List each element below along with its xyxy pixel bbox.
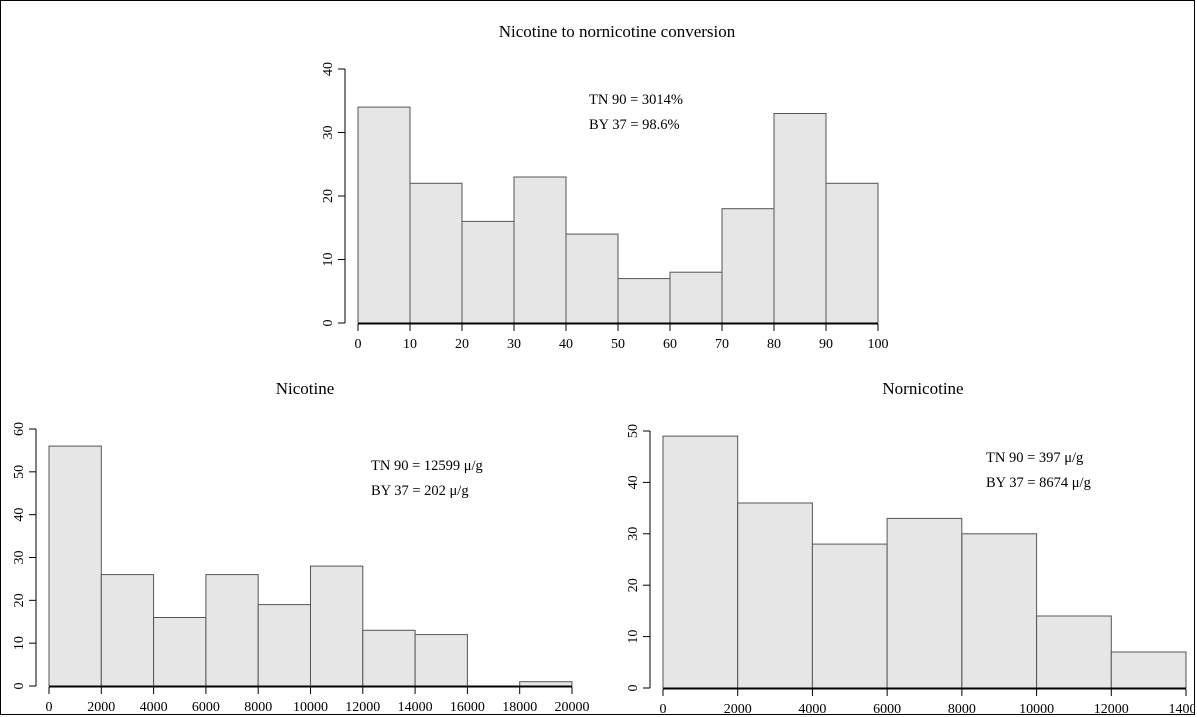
nicotine-x-tick-label-4: 8000 — [244, 700, 272, 715]
nornicotine-y-tick-label-3: 30 — [626, 527, 641, 541]
conversion-y-tick-label-2: 20 — [321, 189, 336, 203]
conversion-x-tick-label-5: 50 — [611, 337, 625, 352]
conversion-title: Nicotine to nornicotine conversion — [499, 22, 736, 41]
nornicotine-bars — [662, 435, 1187, 689]
conversion-bar-9 — [825, 182, 879, 324]
nornicotine-y-tick-label-4: 40 — [626, 475, 641, 489]
nornicotine-annotation-tn90: TN 90 = 397 μ/g — [986, 450, 1083, 466]
conversion-x-tick-label-3: 30 — [507, 337, 521, 352]
nicotine-x-tick-label-6: 12000 — [345, 700, 380, 715]
nicotine-y-tick-label-1: 10 — [12, 636, 27, 650]
nicotine-bar-0 — [48, 445, 102, 687]
conversion-x-tick-label-2: 20 — [455, 337, 469, 352]
nornicotine-bar-0 — [662, 435, 739, 689]
nicotine-y-tick-label-0: 0 — [12, 683, 27, 690]
conversion-x-tick-label-10: 100 — [868, 337, 889, 352]
conversion-bar-6 — [669, 271, 723, 324]
nicotine-panel: Nicotine TN 90 = 12599 μ/g BY 37 = 202 μ… — [12, 379, 590, 715]
conversion-y-tick-label-1: 10 — [321, 253, 336, 267]
conversion-annotation-by37: BY 37 = 98.6% — [589, 117, 680, 133]
nornicotine-y-tick-label-5: 50 — [626, 424, 641, 438]
nornicotine-x-tick-label-7: 14000 — [1169, 702, 1196, 715]
nicotine-x-tick-label-0: 0 — [46, 700, 53, 715]
conversion-bar-3 — [513, 176, 567, 324]
nicotine-x-tick-label-5: 10000 — [293, 700, 328, 715]
conversion-y-axis: 0 10 20 30 40 — [321, 62, 346, 327]
nornicotine-x-tick-label-2: 4000 — [798, 702, 826, 715]
nicotine-bar-9 — [519, 681, 573, 687]
nicotine-x-tick-label-7: 14000 — [398, 700, 433, 715]
nicotine-annotation-by37: BY 37 = 202 μ/g — [371, 483, 469, 499]
nornicotine-x-tick-label-1: 2000 — [724, 702, 752, 715]
nicotine-x-tick-label-3: 6000 — [192, 700, 220, 715]
nornicotine-annotation-by37: BY 37 = 8674 μ/g — [986, 475, 1091, 491]
nornicotine-x-tick-label-6: 12000 — [1094, 702, 1129, 715]
nornicotine-title: Nornicotine — [882, 379, 963, 398]
nornicotine-bar-6 — [1110, 651, 1187, 689]
conversion-x-tick-label-9: 90 — [819, 337, 833, 352]
nicotine-y-tick-label-2: 20 — [12, 593, 27, 607]
nornicotine-bar-2 — [811, 543, 888, 689]
nicotine-y-tick-label-5: 50 — [12, 465, 27, 479]
nicotine-x-tick-label-10: 20000 — [555, 700, 590, 715]
conversion-y-tick-label-4: 40 — [321, 62, 336, 76]
nicotine-x-axis: 0 2000 4000 6000 8000 10000 12000 14000 16000 180… — [46, 686, 590, 715]
conversion-bar-4 — [565, 233, 619, 324]
nicotine-bar-5 — [310, 565, 364, 687]
nornicotine-bar-3 — [886, 517, 963, 689]
nicotine-bar-3 — [205, 574, 259, 687]
nicotine-bars — [48, 445, 573, 687]
nornicotine-y-axis: 0 10 20 30 40 50 — [626, 424, 651, 692]
conversion-x-tick-label-8: 80 — [767, 337, 781, 352]
conversion-annotation-tn90: TN 90 = 3014% — [589, 92, 683, 108]
nornicotine-x-tick-label-4: 8000 — [948, 702, 976, 715]
nicotine-y-tick-label-3: 30 — [12, 551, 27, 565]
conversion-x-tick-label-4: 40 — [559, 337, 573, 352]
nicotine-x-tick-label-2: 4000 — [140, 700, 168, 715]
conversion-x-tick-label-1: 10 — [403, 337, 417, 352]
nicotine-bar-4 — [257, 604, 312, 687]
nicotine-x-tick-label-1: 2000 — [87, 700, 115, 715]
conversion-bar-2 — [461, 220, 515, 324]
nicotine-x-tick-label-9: 18000 — [502, 700, 537, 715]
nornicotine-bar-1 — [737, 502, 813, 689]
nornicotine-y-tick-label-2: 20 — [626, 578, 641, 592]
nicotine-annotation-tn90: TN 90 = 12599 μ/g — [371, 458, 483, 474]
nornicotine-x-axis: 0 2000 4000 6000 8000 10000 12000 14000 — [660, 688, 1196, 715]
nicotine-y-tick-label-4: 40 — [12, 508, 27, 522]
conversion-bar-5 — [617, 278, 671, 324]
nornicotine-x-tick-label-3: 6000 — [873, 702, 901, 715]
nornicotine-panel: Nornicotine TN 90 = 397 μ/g BY 37 = 8674… — [626, 379, 1196, 715]
nicotine-x-tick-label-8: 16000 — [450, 700, 485, 715]
conversion-y-tick-label-3: 30 — [321, 126, 336, 140]
nornicotine-x-tick-label-5: 10000 — [1019, 702, 1054, 715]
conversion-x-tick-label-7: 70 — [715, 337, 729, 352]
nornicotine-x-tick-label-0: 0 — [660, 702, 667, 715]
nornicotine-bar-4 — [961, 533, 1038, 689]
conversion-y-tick-label-0: 0 — [321, 320, 336, 327]
nornicotine-y-tick-label-0: 0 — [626, 685, 641, 692]
conversion-bar-8 — [773, 113, 827, 324]
conversion-panel: Nicotine to nornicotine conversion TN 90… — [321, 22, 889, 352]
nicotine-bar-2 — [153, 617, 207, 687]
nicotine-bar-1 — [100, 574, 155, 687]
nicotine-y-axis: 0 10 20 30 40 50 60 — [12, 422, 37, 690]
nornicotine-y-tick-label-1: 10 — [626, 630, 641, 644]
conversion-bar-7 — [721, 208, 775, 324]
conversion-bars — [357, 106, 879, 324]
conversion-x-tick-label-0: 0 — [355, 337, 362, 352]
conversion-bar-1 — [409, 182, 463, 324]
nicotine-bar-6 — [362, 629, 416, 687]
conversion-x-tick-label-6: 60 — [663, 337, 677, 352]
nicotine-y-tick-label-6: 60 — [12, 422, 27, 436]
nicotine-bar-7 — [414, 634, 468, 687]
conversion-x-axis: 0 10 20 30 40 50 60 70 80 90 100 — [355, 323, 889, 352]
nicotine-title: Nicotine — [276, 379, 335, 398]
conversion-bar-0 — [357, 106, 411, 324]
nornicotine-bar-5 — [1036, 615, 1112, 689]
